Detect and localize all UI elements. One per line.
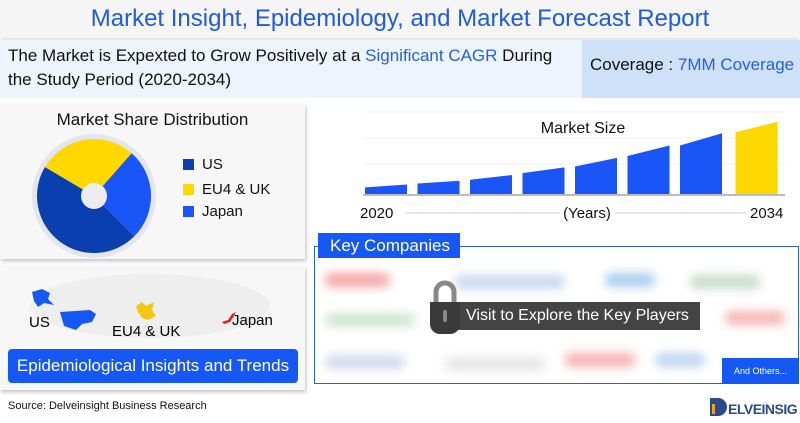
- delveinsight-logo-mark: ELVEINSIGHT: [710, 398, 800, 417]
- market-size-bar: [365, 184, 407, 194]
- legend-eu4-uk: EU4 & UK: [183, 181, 270, 198]
- delveinsight-logo: ELVEINSIGHT: [708, 394, 800, 423]
- blurred-logo: [455, 275, 565, 289]
- pie-chart: [32, 134, 156, 258]
- x-tick-end: 2034: [750, 205, 783, 222]
- market-size-bar: [575, 157, 617, 194]
- blurred-logo: [605, 273, 655, 287]
- cagr-highlight: Significant CAGR: [365, 46, 498, 65]
- blurred-logo: [325, 273, 390, 287]
- market-size-bar: [735, 121, 778, 194]
- page-title: Market Insight, Epidemiology, and Market…: [0, 0, 800, 38]
- coverage-value: 7MM Coverage: [677, 55, 795, 74]
- growth-statement: The Market is Expexted to Grow Positivel…: [0, 40, 582, 98]
- legend-swatch: [183, 206, 194, 217]
- bar-chart-title: Market Size: [541, 120, 626, 137]
- legend-swatch: [183, 159, 194, 170]
- epidemiology-map-panel: US EU4 & UK Japan Epidemiological Insigh…: [0, 266, 305, 390]
- x-axis-label: (Years): [563, 205, 611, 222]
- legend-us: US: [183, 156, 270, 173]
- market-size-chart: Market Size 2020 2034 (Years): [360, 111, 785, 222]
- alaska-icon: [32, 289, 54, 307]
- japan-map-icon: [222, 312, 236, 324]
- legend-label: US: [202, 156, 223, 173]
- coverage-label: Coverage :: [590, 55, 678, 74]
- legend-label: Japan: [202, 203, 243, 220]
- legend-japan: Japan: [183, 203, 270, 220]
- growth-text-end: During the Study Period (2020-2034): [8, 46, 553, 89]
- pie-title: Market Share Distribution: [56, 110, 249, 129]
- us-map-icon: [60, 310, 96, 330]
- svg-text:ELVEINSIGHT: ELVEINSIGHT: [728, 401, 798, 417]
- pie-slice-japan: [94, 153, 151, 237]
- pie-slice-us: [37, 166, 135, 253]
- market-size-bar: [680, 133, 722, 194]
- key-companies-box: [314, 246, 799, 384]
- blurred-logo: [325, 313, 415, 327]
- x-tick-start: 2020: [360, 205, 393, 222]
- legend-label: EU4 & UK: [202, 181, 271, 198]
- pie-legend: US EU4 & UK Japan: [183, 156, 270, 220]
- blurred-logo: [725, 311, 785, 325]
- europe-map-icon: [136, 302, 156, 320]
- map-label-japan: Japan: [232, 312, 273, 329]
- map-label-eu4-uk: EU4 & UK: [112, 323, 181, 340]
- source-note: Source: Delveinsight Business Research: [8, 400, 207, 412]
- blurred-logo: [565, 353, 635, 367]
- lock-icon: [430, 280, 460, 334]
- world-map: [30, 274, 270, 338]
- pie-slice-eu4-uk: [44, 139, 132, 196]
- coverage-box: Coverage : 7MM Coverage: [582, 40, 800, 98]
- blurred-logo: [445, 357, 545, 371]
- market-share-panel: Market Share Distribution US EU4 & UK Ja…: [0, 104, 305, 259]
- growth-text: The Market is Expexted to Grow Positivel…: [8, 46, 366, 65]
- key-companies-title: Key Companies: [318, 233, 460, 258]
- market-size-bar: [470, 175, 512, 194]
- blurred-logo: [325, 355, 405, 369]
- legend-swatch: [183, 184, 194, 195]
- map-label-us: US: [29, 314, 50, 331]
- epidemiology-banner: Epidemiological Insights and Trends: [8, 349, 298, 383]
- market-size-bar: [627, 145, 670, 194]
- market-size-bar: [522, 167, 565, 194]
- blurred-logo: [690, 275, 760, 289]
- blurred-logo: [655, 353, 705, 367]
- explore-key-players-link[interactable]: Visit to Explore the Key Players: [458, 302, 700, 330]
- and-others-button[interactable]: And Others...: [722, 358, 799, 384]
- pie-hole: [81, 183, 107, 209]
- market-size-bar: [417, 180, 460, 194]
